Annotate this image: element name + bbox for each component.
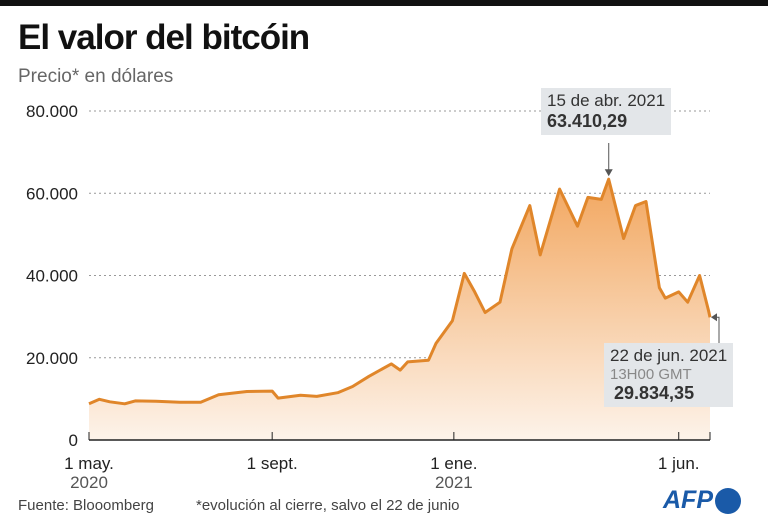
x-tick-label: 1 sept.: [247, 454, 298, 473]
arrow-head: [711, 313, 717, 322]
last-date: 22 de jun. 2021: [610, 346, 728, 365]
last-arrow: [716, 316, 720, 343]
chart-title: El valor del bitcóin: [18, 18, 310, 57]
y-tick-label: 60.000: [26, 184, 78, 203]
x-tick-label: 1 may.: [64, 454, 114, 473]
y-tick-label: 0: [69, 431, 78, 450]
y-tick-label: 40.000: [26, 267, 78, 286]
chart-subtitle: Precio* en dólares: [18, 66, 174, 87]
afp-logo: AFP: [663, 486, 741, 515]
source-note: Fuente: Blooomberg: [18, 497, 154, 514]
y-tick-label: 20.000: [26, 349, 78, 368]
footnote: *evolución al cierre, salvo el 22 de jun…: [196, 497, 460, 514]
logo-circle: [715, 487, 741, 514]
peak-date: 15 de abr. 2021: [547, 91, 666, 110]
peak-value: 63.410,29: [547, 111, 628, 131]
last-time: 13H00 GMT: [610, 366, 692, 383]
x-tick-year: 2020: [70, 473, 108, 492]
logo-text: AFP: [663, 486, 713, 514]
last-value: 29.834,35: [614, 383, 695, 403]
area-fill: [89, 179, 710, 440]
arrow-head: [604, 169, 613, 177]
peak-annotation: 15 de abr. 2021 63.410,29: [541, 88, 672, 135]
x-tick-label: 1 jun.: [658, 454, 700, 473]
last-annotation: 22 de jun. 2021 13H00 GMT 29.834,35: [604, 343, 734, 407]
x-tick-label: 1 ene.: [430, 454, 477, 473]
x-tick-year: 2021: [435, 473, 473, 492]
top-bar: [0, 0, 768, 6]
price-line: [88, 177, 712, 406]
y-tick-label: 80.000: [26, 102, 78, 121]
